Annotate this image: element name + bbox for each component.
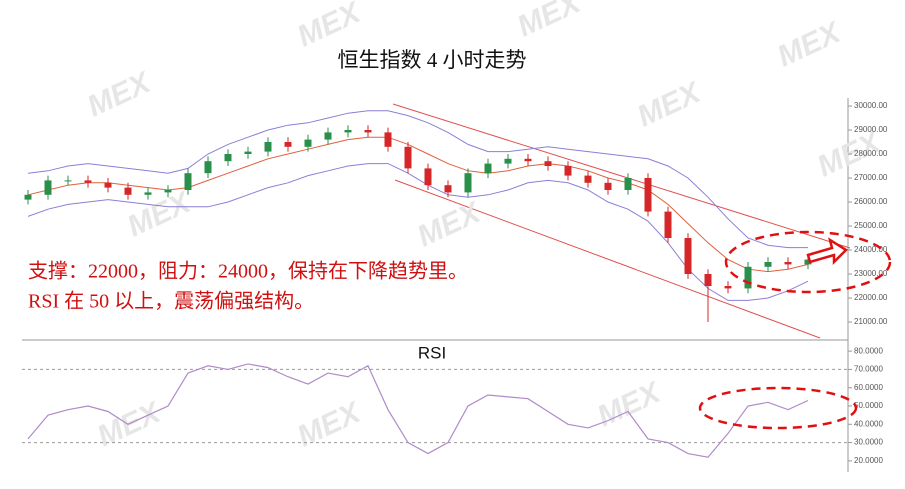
y-tick-label: 70.0000 xyxy=(854,365,883,374)
y-tick-label: 20.0000 xyxy=(854,456,883,465)
candle-body xyxy=(144,192,152,195)
y-tick-label: 30000.00 xyxy=(854,101,888,110)
y-tick-label: 23000.00 xyxy=(854,269,888,278)
candle-body xyxy=(784,262,792,265)
candle-body xyxy=(524,158,532,162)
y-tick-label: 22000.00 xyxy=(854,293,888,302)
candle-body xyxy=(464,173,472,193)
candle-body xyxy=(444,185,452,193)
candle-body xyxy=(384,132,392,147)
candle-body xyxy=(704,274,712,286)
band-line xyxy=(27,110,808,249)
candle-body xyxy=(604,182,612,190)
candle-body xyxy=(124,187,132,195)
y-tick-label: 30.0000 xyxy=(854,438,883,447)
y-tick-label: 24000.00 xyxy=(854,245,888,254)
candle-body xyxy=(264,142,272,152)
candle-body xyxy=(104,182,112,188)
rsi-line xyxy=(27,363,809,458)
y-tick-label: 40.0000 xyxy=(854,419,883,428)
y-tick-label: 28000.00 xyxy=(854,149,888,158)
highlight-ellipse xyxy=(724,230,892,294)
panel-title: RSI xyxy=(418,343,446,362)
candle-body xyxy=(324,132,332,140)
candle-body xyxy=(404,146,412,169)
candle-body xyxy=(564,166,572,176)
candle-body xyxy=(84,180,92,183)
candle-body xyxy=(764,262,772,267)
annotation: 支撑：22000，阻力：24000，保持在下降趋势里。 xyxy=(28,260,468,283)
candle-body xyxy=(724,286,732,289)
y-tick-label: 26000.00 xyxy=(854,197,888,206)
highlight-ellipse xyxy=(698,386,858,430)
candle-body xyxy=(204,161,212,174)
candle-body xyxy=(744,266,752,289)
candle-body xyxy=(64,180,72,182)
candle-body xyxy=(364,130,372,133)
candle-body xyxy=(584,175,592,183)
candle-body xyxy=(424,168,432,186)
arrow xyxy=(806,237,848,266)
candle-body xyxy=(684,238,692,274)
candle-body xyxy=(304,139,312,147)
candle-body xyxy=(544,161,552,166)
candle-body xyxy=(644,178,652,212)
candle-body xyxy=(344,130,352,133)
candle-body xyxy=(804,259,812,265)
trend-line xyxy=(392,103,851,249)
y-tick-label: 60.0000 xyxy=(854,383,883,392)
band-line xyxy=(27,163,809,301)
y-tick-label: 80.0000 xyxy=(854,346,883,355)
y-tick-label: 50.0000 xyxy=(854,401,883,410)
chart-title: 恒生指数 4 小时走势 xyxy=(338,48,527,72)
annotation: RSI 在 50 以上，震荡偏强结构。 xyxy=(28,290,314,313)
y-tick-label: 27000.00 xyxy=(854,173,888,182)
candle-body xyxy=(624,178,632,190)
y-tick-label: 25000.00 xyxy=(854,221,888,230)
candle-body xyxy=(44,180,52,195)
candle-body xyxy=(224,154,232,162)
y-tick-label: 21000.00 xyxy=(854,317,888,326)
candle-body xyxy=(664,211,672,238)
trend-line xyxy=(394,179,821,339)
candle-body xyxy=(504,158,512,164)
candle-body xyxy=(164,190,172,193)
y-tick-label: 29000.00 xyxy=(854,125,888,134)
candle-body xyxy=(244,151,252,154)
candle-body xyxy=(284,142,292,147)
candle-body xyxy=(184,173,192,190)
candle-body xyxy=(484,163,492,174)
candle-body xyxy=(24,194,32,200)
band-line xyxy=(27,136,809,273)
